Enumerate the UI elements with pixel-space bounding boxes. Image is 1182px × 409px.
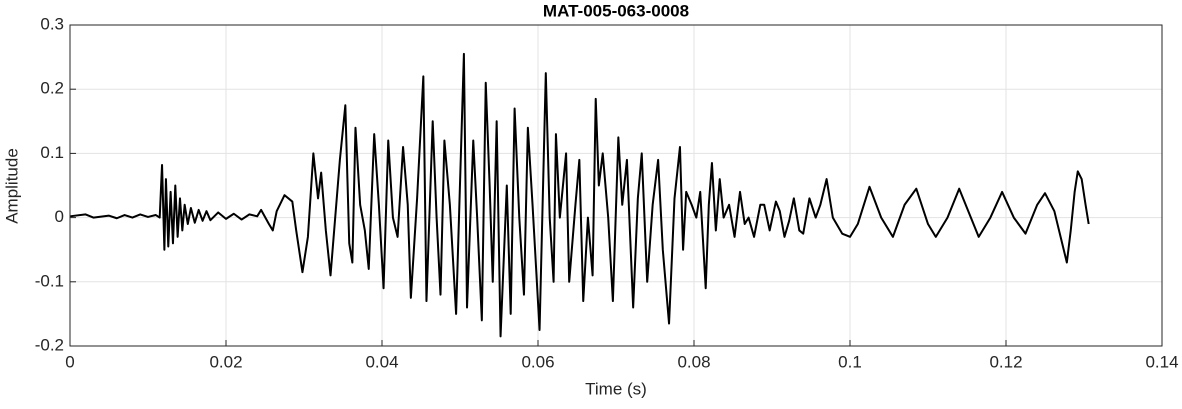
y-tick-label: 0.3 xyxy=(40,14,64,33)
x-tick-label: 0.1 xyxy=(838,352,862,371)
x-tick-label: 0.02 xyxy=(209,352,242,371)
y-axis-label: Amplitude xyxy=(2,148,21,224)
x-axis-label: Time (s) xyxy=(585,379,647,398)
x-tick-label: 0.14 xyxy=(1145,352,1178,371)
y-tick-label: -0.1 xyxy=(35,271,64,290)
y-tick-label: 0 xyxy=(55,207,64,226)
chart-title: MAT-005-063-0008 xyxy=(543,1,689,20)
x-tick-label: 0.06 xyxy=(521,352,554,371)
y-tick-label: 0.1 xyxy=(40,143,64,162)
x-tick-label: 0.08 xyxy=(677,352,710,371)
x-tick-label: 0 xyxy=(65,352,74,371)
y-tick-label: 0.2 xyxy=(40,79,64,98)
waveform-line xyxy=(69,52,1090,338)
y-tick-label: -0.2 xyxy=(35,335,64,354)
x-tick-label: 0.04 xyxy=(365,352,398,371)
x-tick-label: 0.12 xyxy=(989,352,1022,371)
plot-frame xyxy=(69,24,1163,347)
